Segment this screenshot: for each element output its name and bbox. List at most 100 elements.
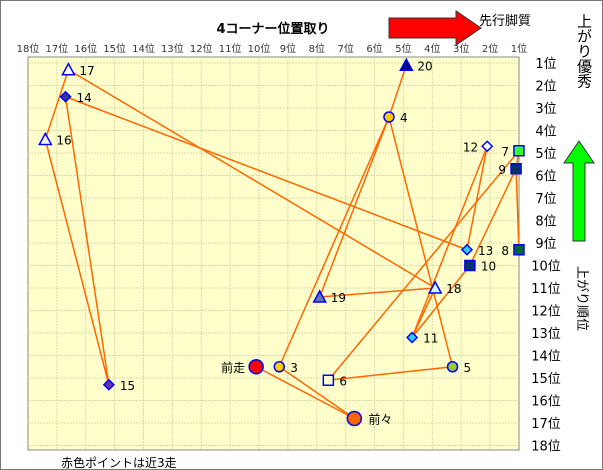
data-point xyxy=(61,62,76,76)
x-tick-label: 17位 xyxy=(46,42,69,55)
data-point xyxy=(481,140,494,153)
data-point xyxy=(513,244,525,256)
point-label: 14 xyxy=(77,91,92,105)
y-tick-label: 8位 xyxy=(535,215,556,230)
x-tick-label: 15位 xyxy=(103,42,126,55)
point-label: 11 xyxy=(423,332,438,346)
y-tick-label: 11位 xyxy=(531,282,561,297)
y-tick-label: 13位 xyxy=(531,327,561,342)
chart-title: 4コーナー位置取り xyxy=(216,21,329,37)
point-label: 5 xyxy=(464,361,472,375)
point-label: 8 xyxy=(501,244,509,258)
point-label: 6 xyxy=(339,374,347,388)
point-label: 13 xyxy=(478,244,493,258)
y-tick-label: 4位 xyxy=(535,125,556,140)
data-point xyxy=(59,90,72,103)
x-tick-label: 14位 xyxy=(132,42,155,55)
y-axis-top-label: 上がり優秀 xyxy=(575,14,593,90)
x-tick-label: 13位 xyxy=(161,42,184,55)
x-tick-label: 3位 xyxy=(453,42,469,55)
y-tick-label: 6位 xyxy=(535,170,556,185)
point-label: 20 xyxy=(417,59,432,73)
y-tick-label: 9位 xyxy=(535,237,556,252)
link-line xyxy=(327,150,520,381)
data-point xyxy=(38,131,53,146)
data-point xyxy=(406,331,419,344)
link-line xyxy=(466,146,488,250)
point-label: 4 xyxy=(400,111,408,125)
y-tick-label: 1位 xyxy=(535,57,556,72)
y-tick-label: 7位 xyxy=(535,192,556,207)
link-line xyxy=(44,69,70,140)
link-line xyxy=(64,96,110,385)
y-tick-label: 18位 xyxy=(531,440,561,455)
y-tick-label: 5位 xyxy=(535,147,556,162)
data-point xyxy=(510,163,522,175)
x-tick-label: 4位 xyxy=(424,42,440,55)
x-tick-label: 2位 xyxy=(482,42,498,55)
data-point xyxy=(346,410,363,427)
point-label: 18 xyxy=(446,282,461,296)
link-line xyxy=(68,69,436,289)
footnote: 赤色ポイントは近3走 xyxy=(61,456,177,469)
data-point xyxy=(312,289,327,303)
x-tick-label: 18位 xyxy=(17,42,40,55)
data-point xyxy=(102,378,115,391)
link-line xyxy=(319,287,436,298)
data-point xyxy=(322,374,335,386)
point-label: 3 xyxy=(290,361,298,375)
arrow-right-icon xyxy=(388,10,482,46)
data-point xyxy=(513,145,525,157)
y-axis-label: 上がり順位 xyxy=(574,266,589,331)
link-line xyxy=(388,65,408,118)
point-label: 15 xyxy=(120,379,135,393)
link-line xyxy=(515,168,520,250)
y-tick-label: 14位 xyxy=(531,350,561,365)
point-label: 10 xyxy=(481,260,496,274)
arrow-up-icon xyxy=(563,140,595,242)
point-label: 19 xyxy=(331,291,346,305)
x-tick-label: 8位 xyxy=(309,42,325,55)
y-tick-label: 16位 xyxy=(531,395,561,410)
y-tick-label: 15位 xyxy=(531,372,561,387)
link-line xyxy=(411,145,488,338)
data-point xyxy=(383,111,395,123)
link-line xyxy=(255,366,355,420)
link-line xyxy=(469,168,517,266)
link-line xyxy=(278,366,355,420)
data-point xyxy=(464,259,476,272)
x-tick-label: 7位 xyxy=(337,42,353,55)
x-tick-label: 9位 xyxy=(280,42,296,55)
x-tick-label: 1位 xyxy=(511,42,527,55)
y-tick-label: 3位 xyxy=(535,102,556,117)
link-line xyxy=(65,96,468,251)
point-label: 16 xyxy=(56,134,71,148)
data-point xyxy=(427,280,443,294)
y-tick-label: 10位 xyxy=(531,260,561,275)
link-line xyxy=(411,287,436,338)
link-line xyxy=(388,116,454,367)
data-point xyxy=(248,359,264,375)
x-tick-label: 6位 xyxy=(366,42,382,55)
data-point xyxy=(399,57,414,71)
data-point xyxy=(446,361,459,373)
point-label: 7 xyxy=(501,145,509,159)
data-point xyxy=(273,361,286,373)
y-tick-label: 12位 xyxy=(531,305,561,320)
point-label: 前々 xyxy=(368,412,392,427)
x-tick-label: 16位 xyxy=(74,42,97,55)
x-tick-label: 12位 xyxy=(190,42,213,55)
x-tick-label: 5位 xyxy=(395,42,411,55)
link-line xyxy=(328,366,453,381)
x-tick-label: 10位 xyxy=(248,42,271,55)
link-line xyxy=(278,116,390,368)
x-axis-label: 先行脚質 xyxy=(479,13,531,29)
link-line xyxy=(44,139,110,385)
point-label: 17 xyxy=(79,64,94,78)
point-label: 前走 xyxy=(221,360,245,375)
link-line xyxy=(318,116,390,298)
y-tick-label: 17位 xyxy=(531,417,561,432)
y-tick-label: 2位 xyxy=(535,80,556,95)
